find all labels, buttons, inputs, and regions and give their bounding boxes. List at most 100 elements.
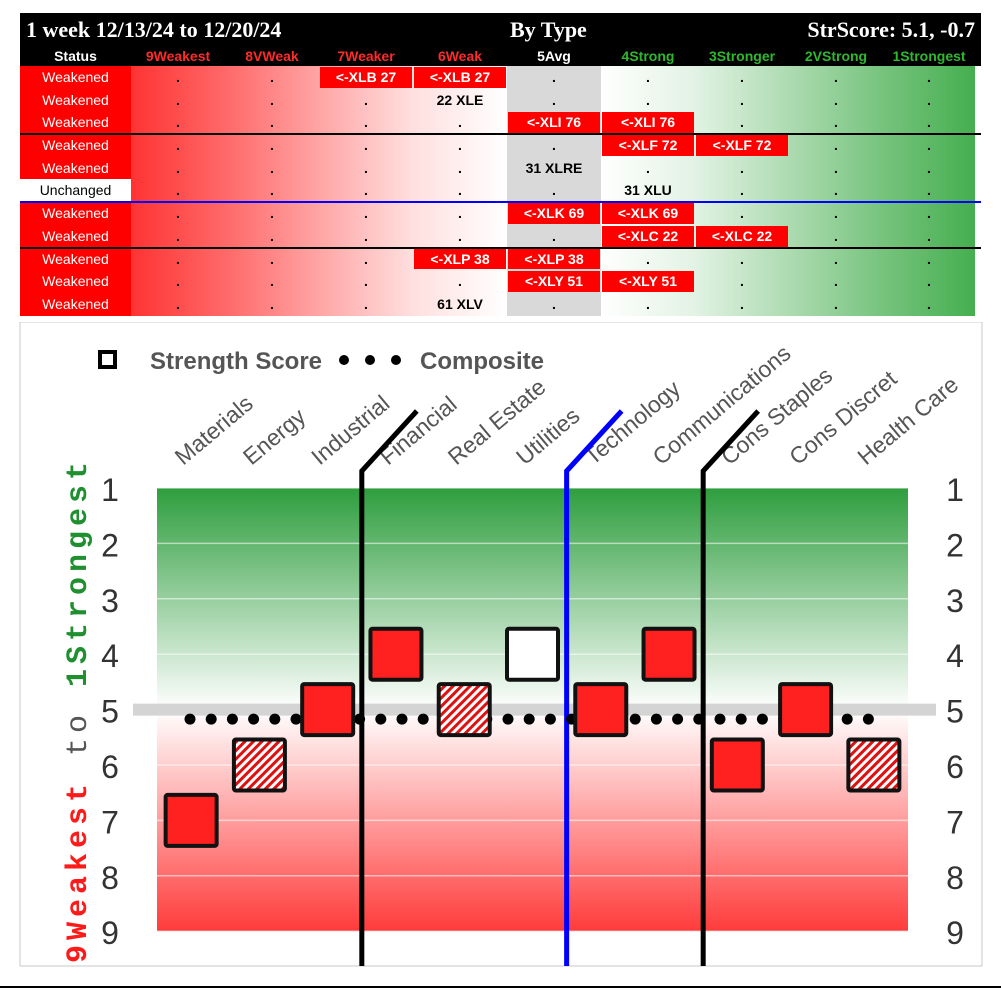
grid-cell: . xyxy=(883,224,975,248)
empty-dot: . xyxy=(458,182,462,199)
composite-dot xyxy=(502,713,514,725)
y-tick-left: 7 xyxy=(101,804,119,840)
composite-dot xyxy=(862,713,874,725)
grid-cell: . xyxy=(507,66,601,89)
empty-dot: . xyxy=(364,159,368,176)
empty-dot: . xyxy=(552,69,556,85)
move-tag: <-XLB 27 xyxy=(414,67,506,88)
composite-dot xyxy=(205,713,217,725)
status-cell: Weakened xyxy=(20,247,131,271)
y-tick-right: 1 xyxy=(946,472,964,508)
y-tick-right: 2 xyxy=(946,527,964,563)
composite-dot xyxy=(226,713,238,725)
grid-cell: . xyxy=(695,66,789,89)
grid-cell: . xyxy=(319,202,413,225)
strength-square xyxy=(778,682,834,738)
empty-dot: . xyxy=(176,69,180,85)
strscore-label: StrScore: 5.1, -0.7 xyxy=(807,17,975,42)
grid-cell: . xyxy=(131,156,225,180)
grid-cell: <-XLI 76 xyxy=(601,111,695,135)
empty-dot: . xyxy=(834,182,838,199)
grid-cell: . xyxy=(319,88,413,112)
composite-dot xyxy=(269,713,281,725)
y-tick-left: 5 xyxy=(101,694,119,730)
empty-dot: . xyxy=(927,250,931,267)
strength-square xyxy=(300,682,356,738)
empty-dot: . xyxy=(834,273,838,290)
grid-cell: . xyxy=(789,66,883,89)
grid-cell: . xyxy=(413,202,507,225)
grid-cell: <-XLB 27 xyxy=(413,66,507,89)
grid-cell: . xyxy=(789,270,883,293)
y-tick-right: 3 xyxy=(946,583,964,619)
empty-dot: . xyxy=(364,295,368,312)
grid-cell: . xyxy=(225,202,319,225)
legend-dot xyxy=(365,355,375,365)
strength-square xyxy=(231,737,287,793)
column-header-3: 7Weaker xyxy=(337,48,395,64)
grid-cell: . xyxy=(789,88,883,112)
empty-dot: . xyxy=(364,205,368,222)
composite-dot xyxy=(375,713,387,725)
grid-cell: . xyxy=(225,134,319,157)
empty-dot: . xyxy=(364,114,368,131)
strength-square xyxy=(641,626,697,682)
empty-dot: . xyxy=(458,273,462,290)
y-tick-right: 6 xyxy=(946,749,964,785)
status-cell: Weakened xyxy=(20,134,131,157)
grid-cell: . xyxy=(131,270,225,293)
grid-cell: . xyxy=(695,292,789,316)
table-row: Weakened.... <-XLK 69 <-XLK 69... xyxy=(20,202,981,225)
sector-table: 1 week 12/13/24 to 12/20/24 By Type StrS… xyxy=(20,13,981,316)
grid-cell: . xyxy=(789,247,883,271)
empty-dot: . xyxy=(834,69,838,85)
grid-cell: 31 XLRE xyxy=(507,156,601,180)
y-tick-left: 1 xyxy=(101,472,119,508)
grid-cell: . xyxy=(225,292,319,316)
status-cell: Weakened xyxy=(20,156,131,180)
ticker-label: 61 XLV xyxy=(437,295,483,312)
column-header-6: 4Strong xyxy=(621,48,675,64)
empty-dot: . xyxy=(552,227,556,244)
table-row: Weakened..... <-XLF 72 <-XLF 72.. xyxy=(20,134,981,157)
grid-cell: . xyxy=(319,224,413,248)
empty-dot: . xyxy=(552,137,556,154)
column-header-4: 6Weak xyxy=(437,48,483,64)
empty-dot: . xyxy=(740,295,744,312)
status-cell: Unchanged xyxy=(20,179,131,203)
grid-cell: . xyxy=(507,88,601,112)
composite-dot xyxy=(544,713,556,725)
grid-cell: . xyxy=(883,202,975,225)
grid-cell: . xyxy=(789,224,883,248)
grid-cell: . xyxy=(883,88,975,112)
y-tick-left: 9 xyxy=(101,915,119,951)
group-divider xyxy=(700,409,761,966)
column-header-5: 5Avg xyxy=(537,48,571,64)
grid-cell: . xyxy=(225,66,319,89)
y-tick-left: 4 xyxy=(101,638,119,674)
composite-dot xyxy=(735,713,747,725)
composite-dot xyxy=(841,713,853,725)
grid-cell: . xyxy=(131,111,225,135)
grid-cell: . xyxy=(883,179,975,203)
empty-dot: . xyxy=(740,159,744,176)
grid-cell: . xyxy=(695,179,789,203)
y-tick-right: 7 xyxy=(946,804,964,840)
empty-dot: . xyxy=(270,295,274,312)
grid-cell: . xyxy=(883,134,975,157)
grid-cell: <-XLF 72 xyxy=(695,134,789,157)
y-tick-right: 5 xyxy=(946,694,964,730)
grid-cell: . xyxy=(601,292,695,316)
composite-dot xyxy=(629,713,641,725)
empty-dot: . xyxy=(834,137,838,154)
grid-cell: . xyxy=(413,270,507,293)
table-row: Weakened.... <-XLI 76 <-XLI 76... xyxy=(20,111,981,135)
empty-dot: . xyxy=(270,69,274,85)
move-tag: <-XLY 51 xyxy=(602,271,694,292)
grid-cell: . xyxy=(131,179,225,203)
grid-cell: <-XLY 51 xyxy=(507,270,601,293)
grid-cell: . xyxy=(695,270,789,293)
empty-dot: . xyxy=(176,295,180,312)
grid-cell: . xyxy=(789,111,883,135)
grid-cell: <-XLP 38 xyxy=(507,247,601,271)
